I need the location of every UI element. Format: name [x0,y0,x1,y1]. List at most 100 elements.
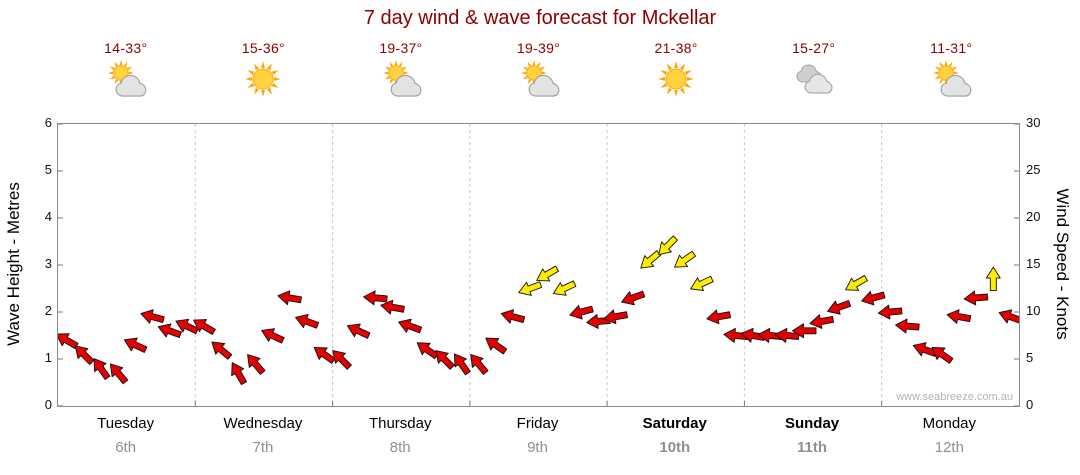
sun-cloud-icon [933,60,972,97]
x-axis-date-label: 6th [115,439,137,456]
cloudy-icon [796,64,833,94]
wind-speed-tick-label: 0 [1026,397,1034,412]
sun-core [525,65,542,81]
wind-speed-tick-label: 20 [1026,209,1041,224]
wind-speed-tick-label: 30 [1026,115,1041,130]
wind-arrow [58,333,79,349]
x-axis-date-label: 8th [389,439,411,456]
wind-arrow [74,345,95,366]
x-axis-date-label: 7th [252,439,274,456]
forecast-day-7: 11-31° [882,40,1020,100]
x-axis-day-label: Wednesday [223,415,303,432]
page-title: 7 day wind & wave forecast for Mckellar [363,7,717,29]
wind-arrow [674,250,696,268]
daily-forecast-row: 14-33° 15-36° 19-37° 19-39° 21-38° 15-27… [57,40,1020,100]
sun-core [252,68,274,90]
wind-arrow [157,323,182,339]
forecast-day-6: 15-27° [745,40,883,100]
temperature-range: 15-36° [241,40,285,56]
wind-arrow [792,323,817,339]
wind-speed-tick-label: 5 [1026,350,1034,365]
wind-arrow [827,300,852,315]
forecast-day-5: 21-38° [607,40,745,100]
weather-icon-slot [57,60,195,100]
wind-arrow [277,290,302,306]
sun-cloud-icon [520,60,559,97]
wind-arrow [569,305,594,320]
sun-cloud-icon [107,60,147,97]
cloud-shape [940,74,972,97]
wave-height-tick-label: 0 [44,397,52,412]
x-axis-day-label: Friday [516,415,559,432]
x-axis-date-label: 12th [934,439,964,456]
wind-arrow [261,328,285,344]
cloud-shape [115,74,147,97]
temperature-range: 11-31° [930,40,973,56]
temperature-range: 19-37° [379,40,423,56]
weather-icon-slot [195,60,333,100]
x-axis-day-label: Saturday [642,415,707,432]
wave-height-tick-label: 3 [44,256,52,271]
wind-arrow [690,275,714,292]
wind-arrow [706,309,731,325]
wind-arrow [998,309,1019,324]
wind-arrow [658,235,678,256]
wind-arrow [231,362,247,386]
wave-height-tick-label: 1 [44,350,52,365]
x-axis-date-label: 10th [659,439,691,456]
temperature-range: 15-27° [792,40,836,56]
wind-arrow [175,318,199,335]
wind-speed-tick-label: 10 [1026,303,1041,318]
x-axis-day-label: Tuesday [97,415,155,432]
sun-core [665,68,687,90]
wind-arrow [453,353,471,376]
wind-arrow [123,337,148,353]
wind-arrow [211,341,233,360]
y-axis-right-title: Wind Speed - Knots [1053,188,1072,340]
wave-height-tick-label: 4 [44,209,52,224]
wind-arrow [363,290,388,306]
wind-arrow [313,346,336,364]
sun-cloud-icon [382,60,422,97]
wind-wave-chart [58,124,1019,406]
wind-arrow [247,354,266,375]
wind-arrow [295,314,320,329]
sun-core [938,65,954,81]
wave-height-tick-label: 6 [44,115,52,130]
wind-arrow [552,280,577,296]
wind-arrow [621,290,646,306]
wind-arrow [877,304,903,320]
forecast-day-2: 15-36° [195,40,333,100]
sunny-icon [245,61,282,97]
wind-arrow [500,309,526,324]
wind-arrow [416,342,439,360]
wind-arrow [895,318,920,334]
wind-arrow [332,350,352,370]
wind-arrows-layer [58,235,1019,386]
wind-arrow [346,323,371,339]
forecast-day-1: 14-33° [57,40,195,100]
cloud-shape [528,74,559,97]
wind-arrow [109,363,129,385]
wind-arrow [640,250,662,269]
temperature-range: 14-33° [104,40,148,56]
wind-arrow [985,266,1001,292]
y-axis-left-title: Wave Height - Metres [4,182,23,346]
chart-plot-area: www.seabreeze.com.au [57,123,1020,407]
cloud-shape [804,73,833,94]
wind-arrow [603,309,628,325]
wind-arrow [536,265,560,282]
wind-arrow [193,319,216,335]
wind-speed-tick-label: 25 [1026,162,1041,177]
wind-arrow [518,281,543,296]
wind-arrow [809,314,834,329]
wind-arrow [861,290,886,306]
cloud-shape [390,74,422,97]
sun-core [113,65,129,81]
temperature-range: 19-39° [516,40,561,56]
wind-arrow [93,358,111,380]
wind-speed-tick-label: 15 [1026,256,1041,271]
sunny-icon [658,61,695,97]
weather-icon-slot [470,60,608,100]
